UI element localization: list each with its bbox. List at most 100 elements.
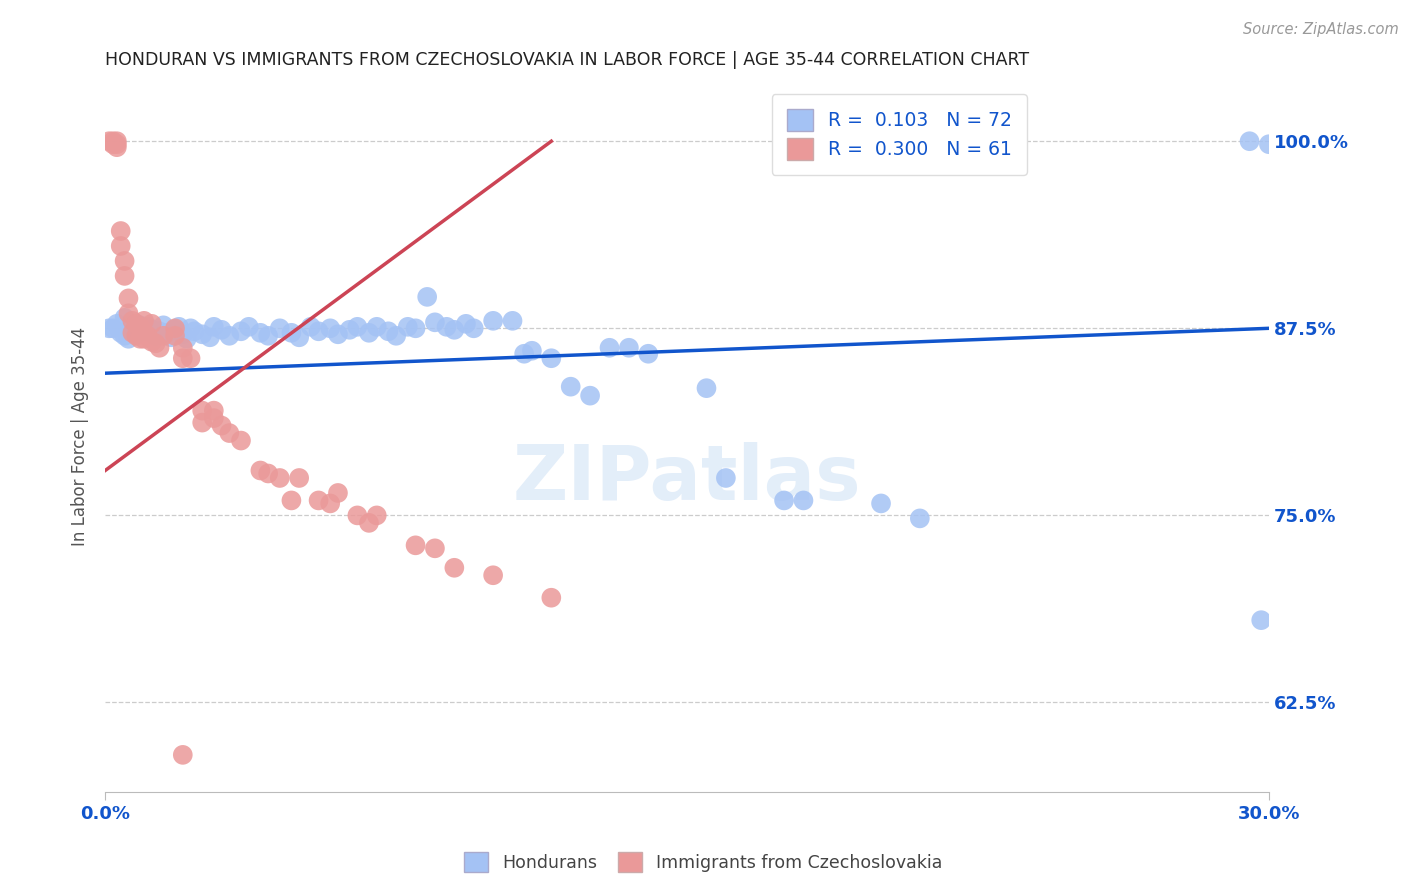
- Point: [396, 319, 419, 334]
- Point: [249, 326, 271, 340]
- Point: [114, 310, 136, 325]
- Point: [269, 471, 291, 485]
- Point: [129, 318, 152, 333]
- Point: [191, 403, 214, 417]
- Point: [211, 418, 233, 433]
- Point: [423, 541, 446, 556]
- Point: [211, 323, 233, 337]
- Point: [1239, 134, 1261, 148]
- Point: [357, 326, 380, 340]
- Point: [129, 319, 152, 334]
- Point: [308, 493, 330, 508]
- Point: [191, 867, 214, 881]
- Point: [110, 224, 132, 238]
- Point: [202, 411, 225, 425]
- Point: [1250, 613, 1272, 627]
- Point: [257, 328, 280, 343]
- Point: [454, 317, 477, 331]
- Point: [176, 332, 198, 346]
- Point: [163, 321, 186, 335]
- Point: [101, 134, 124, 148]
- Point: [152, 318, 174, 333]
- Point: [132, 326, 155, 340]
- Point: [695, 381, 717, 395]
- Point: [436, 319, 458, 334]
- Point: [125, 327, 148, 342]
- Point: [366, 508, 388, 523]
- Point: [617, 341, 640, 355]
- Point: [145, 328, 167, 343]
- Point: [114, 268, 136, 283]
- Point: [319, 496, 342, 510]
- Point: [423, 315, 446, 329]
- Point: [114, 328, 136, 343]
- Point: [180, 351, 202, 366]
- Point: [110, 239, 132, 253]
- Point: [520, 343, 543, 358]
- Point: [1258, 137, 1281, 152]
- Point: [599, 341, 621, 355]
- Point: [540, 351, 562, 366]
- Text: ZIPatlas: ZIPatlas: [513, 442, 862, 516]
- Legend: R =  0.103   N = 72, R =  0.300   N = 61: R = 0.103 N = 72, R = 0.300 N = 61: [772, 95, 1026, 175]
- Point: [405, 321, 427, 335]
- Point: [443, 323, 465, 337]
- Point: [110, 326, 132, 340]
- Point: [269, 321, 291, 335]
- Point: [229, 324, 252, 338]
- Point: [463, 321, 485, 335]
- Point: [377, 324, 399, 338]
- Point: [191, 327, 214, 342]
- Point: [180, 321, 202, 335]
- Point: [218, 426, 240, 441]
- Point: [385, 328, 408, 343]
- Point: [121, 314, 143, 328]
- Point: [308, 324, 330, 338]
- Point: [121, 321, 143, 335]
- Point: [125, 328, 148, 343]
- Point: [339, 323, 361, 337]
- Point: [129, 332, 152, 346]
- Point: [870, 496, 893, 510]
- Point: [249, 463, 271, 477]
- Legend: Hondurans, Immigrants from Czechoslovakia: Hondurans, Immigrants from Czechoslovaki…: [457, 845, 949, 879]
- Point: [280, 326, 302, 340]
- Point: [513, 347, 536, 361]
- Point: [172, 327, 194, 342]
- Point: [121, 326, 143, 340]
- Point: [132, 324, 155, 338]
- Point: [141, 323, 163, 337]
- Point: [101, 321, 124, 335]
- Point: [202, 403, 225, 417]
- Point: [257, 467, 280, 481]
- Point: [117, 332, 139, 346]
- Point: [148, 324, 170, 338]
- Point: [101, 137, 124, 152]
- Point: [105, 140, 128, 154]
- Point: [172, 351, 194, 366]
- Point: [579, 389, 602, 403]
- Point: [105, 317, 128, 331]
- Point: [98, 134, 121, 148]
- Point: [416, 290, 439, 304]
- Point: [443, 561, 465, 575]
- Point: [773, 493, 796, 508]
- Point: [280, 493, 302, 508]
- Text: HONDURAN VS IMMIGRANTS FROM CZECHOSLOVAKIA IN LABOR FORCE | AGE 35-44 CORRELATIO: HONDURAN VS IMMIGRANTS FROM CZECHOSLOVAK…: [105, 51, 1029, 69]
- Point: [346, 319, 368, 334]
- Point: [714, 471, 737, 485]
- Point: [366, 319, 388, 334]
- Point: [145, 336, 167, 351]
- Point: [637, 347, 659, 361]
- Point: [167, 319, 190, 334]
- Point: [540, 591, 562, 605]
- Point: [114, 254, 136, 268]
- Point: [183, 324, 205, 338]
- Y-axis label: In Labor Force | Age 35-44: In Labor Force | Age 35-44: [72, 327, 89, 547]
- Point: [405, 538, 427, 552]
- Point: [105, 137, 128, 152]
- Point: [198, 330, 221, 344]
- Point: [152, 328, 174, 343]
- Point: [98, 321, 121, 335]
- Point: [288, 330, 311, 344]
